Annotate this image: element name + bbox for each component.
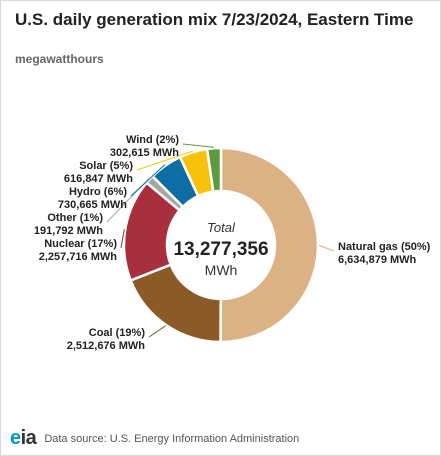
data-label-name-hydro: Hydro (6%): [69, 186, 127, 198]
center-unit: MWh: [205, 262, 238, 278]
data-label-other: Other (1%) 191,792 MWh: [34, 212, 103, 237]
data-label-value-hydro: 730,665 MWh: [58, 199, 127, 211]
data-label-name-nuclear: Nuclear (17%): [44, 238, 117, 250]
leader-line-natural-gas: [318, 244, 335, 252]
data-label-name-coal: Coal (19%): [89, 327, 146, 339]
data-label-nuclear: Nuclear (17%) 2,257,716 MWh: [39, 238, 118, 263]
data-label-value-nuclear: 2,257,716 MWh: [39, 251, 118, 263]
chart-subtitle: megawatthours: [15, 52, 104, 66]
data-label-wind: Wind (2%) 302,615 MWh: [110, 134, 179, 159]
data-label-value-natural-gas: 6,634,879 MWh: [338, 254, 417, 266]
leader-line-wind: [182, 143, 215, 148]
slice-wind[interactable]: [205, 146, 223, 193]
data-label-value-wind: 302,615 MWh: [110, 147, 179, 159]
slice-natural-gas[interactable]: [219, 146, 320, 344]
center-total-value: 13,277,356: [173, 239, 268, 260]
center-label: Total: [207, 220, 236, 235]
leader-line-hydro: [130, 164, 166, 197]
data-label-hydro: Hydro (6%) 730,665 MWh: [58, 186, 127, 211]
leader-line-coal: [148, 325, 166, 338]
data-label-value-coal: 2,512,676 MWh: [67, 340, 146, 352]
data-label-name-natural-gas: Natural gas (50%): [338, 241, 431, 253]
leader-line-nuclear: [120, 229, 125, 249]
data-label-natural-gas: Natural gas (50%) 6,634,879 MWh: [338, 241, 431, 266]
chart-title: U.S. daily generation mix 7/23/2024, Eas…: [15, 10, 414, 29]
data-label-value-solar: 616,847 MWh: [64, 173, 133, 185]
eia-logo: eia: [10, 427, 37, 449]
data-source-text: Data source: U.S. Energy Information Adm…: [44, 432, 300, 445]
data-label-solar: Solar (5%) 616,847 MWh: [64, 160, 133, 185]
data-label-name-other: Other (1%): [47, 212, 103, 224]
data-label-value-other: 191,792 MWh: [34, 225, 103, 237]
data-label-coal: Coal (19%) 2,512,676 MWh: [67, 327, 146, 352]
footer: eia Data source: U.S. Energy Information…: [10, 427, 299, 450]
leader-line-solar: [136, 150, 194, 171]
data-label-name-solar: Solar (5%): [79, 160, 133, 172]
data-label-name-wind: Wind (2%): [126, 134, 179, 146]
